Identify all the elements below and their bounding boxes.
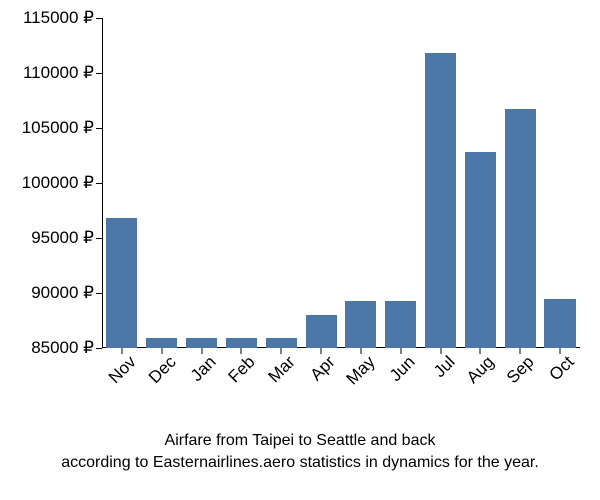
x-tick-label: Jul [429,352,459,382]
x-tick-mark [121,348,122,354]
y-tick-label: 95000 ₽ [31,228,102,248]
bar [306,315,337,348]
y-tick-mark [96,348,102,349]
caption-line-2: according to Easternairlines.aero statis… [0,452,600,474]
bar-slot: Mar [261,18,301,348]
x-tick-mark [360,348,361,354]
bar-slot: Dec [142,18,182,348]
x-tick-mark [201,348,202,354]
x-tick-mark [161,348,162,354]
x-tick-label: Mar [265,352,300,387]
x-tick-label: Apr [307,352,340,385]
chart-caption: Airfare from Taipei to Seattle and back … [0,430,600,473]
caption-line-1: Airfare from Taipei to Seattle and back [0,430,600,452]
x-tick-label: Dec [145,352,181,388]
bar [226,338,257,348]
x-tick-mark [321,348,322,354]
x-tick-mark [480,348,481,354]
x-tick-label: May [342,352,379,389]
bar [385,301,416,348]
bar-slot: Aug [460,18,500,348]
bar-slot: Feb [221,18,261,348]
x-tick-mark [560,348,561,354]
y-tick-label: 105000 ₽ [22,118,102,138]
bar [465,152,496,348]
x-tick-label: Nov [105,352,141,388]
bar [505,109,536,348]
y-tick-label: 110000 ₽ [23,63,102,83]
bar [266,338,297,348]
x-tick-mark [281,348,282,354]
bar [186,338,217,348]
x-tick-mark [520,348,521,354]
bar-slot: Jan [182,18,222,348]
y-tick-label: 85000 ₽ [31,338,102,358]
bar [544,299,575,349]
y-tick-label: 115000 ₽ [23,8,102,28]
x-tick-mark [440,348,441,354]
plot-area: 85000 ₽90000 ₽95000 ₽100000 ₽105000 ₽110… [102,18,580,348]
bar [106,218,137,348]
x-tick-mark [241,348,242,354]
bar [345,301,376,348]
x-tick-label: Sep [503,352,539,388]
x-tick-label: Jan [186,352,220,386]
bar [146,338,177,348]
bar-slot: Oct [540,18,580,348]
y-tick-label: 90000 ₽ [31,283,102,303]
bar-slot: Jun [381,18,421,348]
bar-slot: Apr [301,18,341,348]
y-tick-label: 100000 ₽ [22,173,102,193]
x-tick-mark [400,348,401,354]
bar-slot: Jul [421,18,461,348]
bar-slot: May [341,18,381,348]
x-tick-label: Feb [225,352,260,387]
bars-container: NovDecJanFebMarAprMayJunJulAugSepOct [102,18,580,348]
bar [425,53,456,348]
bar-slot: Nov [102,18,142,348]
bar-slot: Sep [500,18,540,348]
x-tick-label: Aug [463,352,499,388]
x-tick-label: Jun [386,352,420,386]
airfare-bar-chart: 85000 ₽ 90000 ₽ 95000 ₽ 100000 ₽ 105000 ₽ 110… [0,0,600,500]
x-tick-label: Oct [546,352,579,385]
